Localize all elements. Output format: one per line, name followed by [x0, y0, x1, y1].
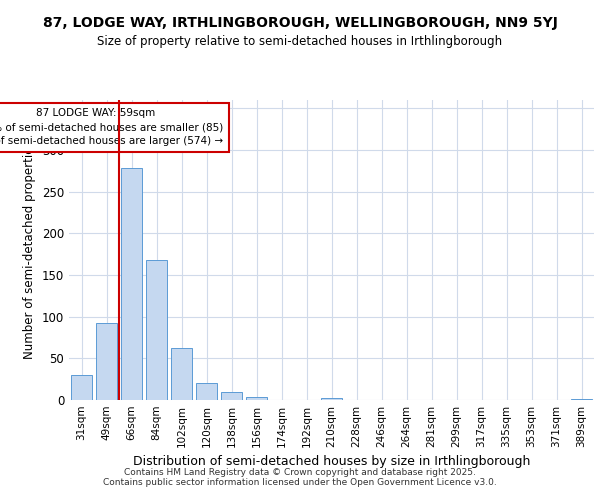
- Text: 87, LODGE WAY, IRTHLINGBOROUGH, WELLINGBOROUGH, NN9 5YJ: 87, LODGE WAY, IRTHLINGBOROUGH, WELLINGB…: [43, 16, 557, 30]
- Bar: [221, 392, 242, 400]
- Bar: [71, 375, 92, 400]
- Bar: [96, 324, 117, 400]
- Bar: [571, 399, 592, 400]
- Y-axis label: Number of semi-detached properties: Number of semi-detached properties: [23, 140, 37, 360]
- Text: Contains HM Land Registry data © Crown copyright and database right 2025.
Contai: Contains HM Land Registry data © Crown c…: [103, 468, 497, 487]
- Bar: [146, 260, 167, 400]
- Text: Size of property relative to semi-detached houses in Irthlingborough: Size of property relative to semi-detach…: [97, 34, 503, 48]
- Text: 87 LODGE WAY: 59sqm
← 13% of semi-detached houses are smaller (85)
87% of semi-d: 87 LODGE WAY: 59sqm ← 13% of semi-detach…: [0, 108, 223, 146]
- X-axis label: Distribution of semi-detached houses by size in Irthlingborough: Distribution of semi-detached houses by …: [133, 456, 530, 468]
- Bar: [246, 396, 267, 400]
- Bar: [121, 168, 142, 400]
- Bar: [196, 384, 217, 400]
- Bar: [171, 348, 192, 400]
- Bar: [321, 398, 342, 400]
